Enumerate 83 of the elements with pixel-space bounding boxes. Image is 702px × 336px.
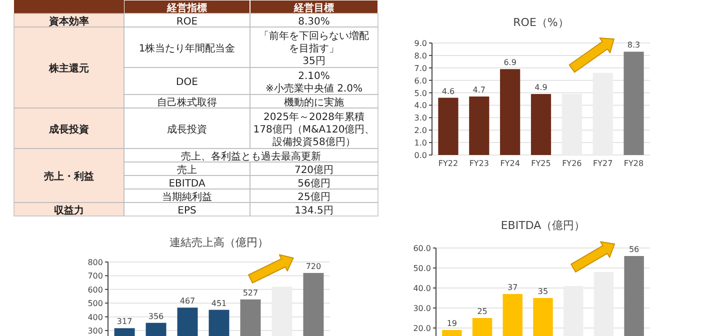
data-label: 37 bbox=[508, 283, 518, 292]
y-tick-label: 20.0 bbox=[413, 324, 431, 333]
y-tick-label: 300 bbox=[88, 326, 103, 336]
data-label: 451 bbox=[211, 298, 227, 308]
category-label: 経営指標 bbox=[166, 2, 207, 14]
text: 資本効率 bbox=[48, 15, 89, 28]
chart-title: EBITDA（億円） bbox=[500, 219, 586, 232]
chart-title: ROE（%） bbox=[513, 16, 569, 29]
data-label: 4.6 bbox=[442, 86, 455, 96]
y-tick-label: 1.0 bbox=[414, 138, 427, 148]
x-tick-label: FY26 bbox=[562, 159, 582, 168]
text: 1株当たり年間配当金 bbox=[138, 42, 236, 54]
y-tick-label: 50.0 bbox=[413, 264, 431, 273]
x-tick-label: FY28 bbox=[624, 159, 644, 168]
text: 56億円 bbox=[298, 177, 330, 190]
text: 35円 bbox=[302, 56, 326, 67]
data-label: 527 bbox=[242, 288, 258, 298]
text: 720億円 bbox=[294, 164, 334, 176]
data-label: 25 bbox=[477, 307, 488, 316]
data-label: 19 bbox=[446, 319, 458, 328]
data-label: 317 bbox=[116, 317, 132, 326]
data-label: 8.3 bbox=[627, 40, 640, 50]
y-tick-label: 60.0 bbox=[413, 244, 431, 253]
y-tick-label: 8.0 bbox=[414, 51, 427, 60]
data-label: 4.7 bbox=[472, 86, 486, 95]
y-tick-label: 600 bbox=[88, 285, 103, 294]
text: 機動的に実施 bbox=[284, 96, 344, 108]
y-tick-label: 40.0 bbox=[413, 284, 431, 293]
text: 134.5円 bbox=[294, 205, 334, 216]
x-tick-label: FY24 bbox=[500, 159, 520, 168]
y-tick-label: 5.0 bbox=[414, 88, 427, 98]
text: 2025年～2028年累積 bbox=[264, 110, 364, 123]
text: ※小売業中央値 2.0% bbox=[266, 82, 362, 94]
text: 成長投資 bbox=[48, 123, 89, 136]
y-tick-label: 9.0 bbox=[414, 39, 427, 48]
text: 株主還元 bbox=[48, 62, 89, 74]
text: 25億円 bbox=[298, 190, 330, 203]
y-tick-label: 7.0 bbox=[414, 64, 427, 73]
text: 売上 bbox=[177, 164, 197, 176]
bar bbox=[530, 94, 552, 155]
text: 2.10% bbox=[298, 70, 330, 82]
y-tick-label: 0.0 bbox=[414, 151, 427, 160]
y-tick-label: 400 bbox=[88, 312, 103, 322]
data-label: 467 bbox=[180, 296, 196, 306]
text: EBITDA bbox=[168, 178, 206, 190]
text: 「前年を下回らない増配 bbox=[259, 30, 369, 42]
category-label: 経営目標 bbox=[293, 2, 334, 14]
y-tick-label: 2.0 bbox=[414, 126, 427, 136]
text: ROE bbox=[176, 16, 198, 28]
text: 収益力 bbox=[54, 204, 84, 216]
y-tick-label: 500 bbox=[88, 299, 103, 308]
text: 178億円（M&A120億円、 bbox=[253, 123, 375, 136]
data-label: 4.9 bbox=[534, 83, 548, 92]
data-label: 720 bbox=[306, 262, 322, 271]
text: 8.30% bbox=[298, 16, 330, 28]
bar bbox=[624, 52, 644, 155]
text: EPS bbox=[178, 205, 196, 216]
text: 自己株式取得 bbox=[157, 96, 217, 108]
text: 当期純利益 bbox=[162, 190, 212, 203]
y-tick-label: 800 bbox=[88, 258, 103, 267]
chart-title: 連結売上高（億円） bbox=[170, 236, 268, 249]
data-label: 356 bbox=[148, 312, 164, 321]
x-tick-label: FY23 bbox=[469, 159, 489, 168]
y-tick-label: 3.0 bbox=[414, 114, 427, 123]
y-tick-label: 700 bbox=[88, 272, 103, 281]
x-tick-label: FY25 bbox=[531, 159, 551, 168]
text: DOE bbox=[176, 77, 198, 88]
text: を目指す」 bbox=[289, 42, 339, 54]
y-tick-label: 30.0 bbox=[413, 304, 431, 313]
text: 売上・利益 bbox=[44, 170, 94, 182]
text: 売上、各利益とも過去最高更新 bbox=[181, 150, 321, 162]
bar bbox=[469, 96, 490, 155]
text: 成長投資 bbox=[167, 123, 207, 136]
text: 設備投資58億円） bbox=[272, 136, 356, 148]
x-tick-label: FY22 bbox=[438, 159, 458, 168]
data-label: 6.9 bbox=[504, 58, 516, 68]
bar bbox=[438, 98, 458, 155]
x-tick-label: FY27 bbox=[593, 159, 613, 168]
bar bbox=[500, 69, 520, 155]
y-tick-label: 6.0 bbox=[414, 76, 427, 86]
y-tick-label: 4.0 bbox=[414, 101, 427, 110]
data-label: 56 bbox=[628, 245, 640, 254]
data-label: 35 bbox=[538, 287, 548, 296]
